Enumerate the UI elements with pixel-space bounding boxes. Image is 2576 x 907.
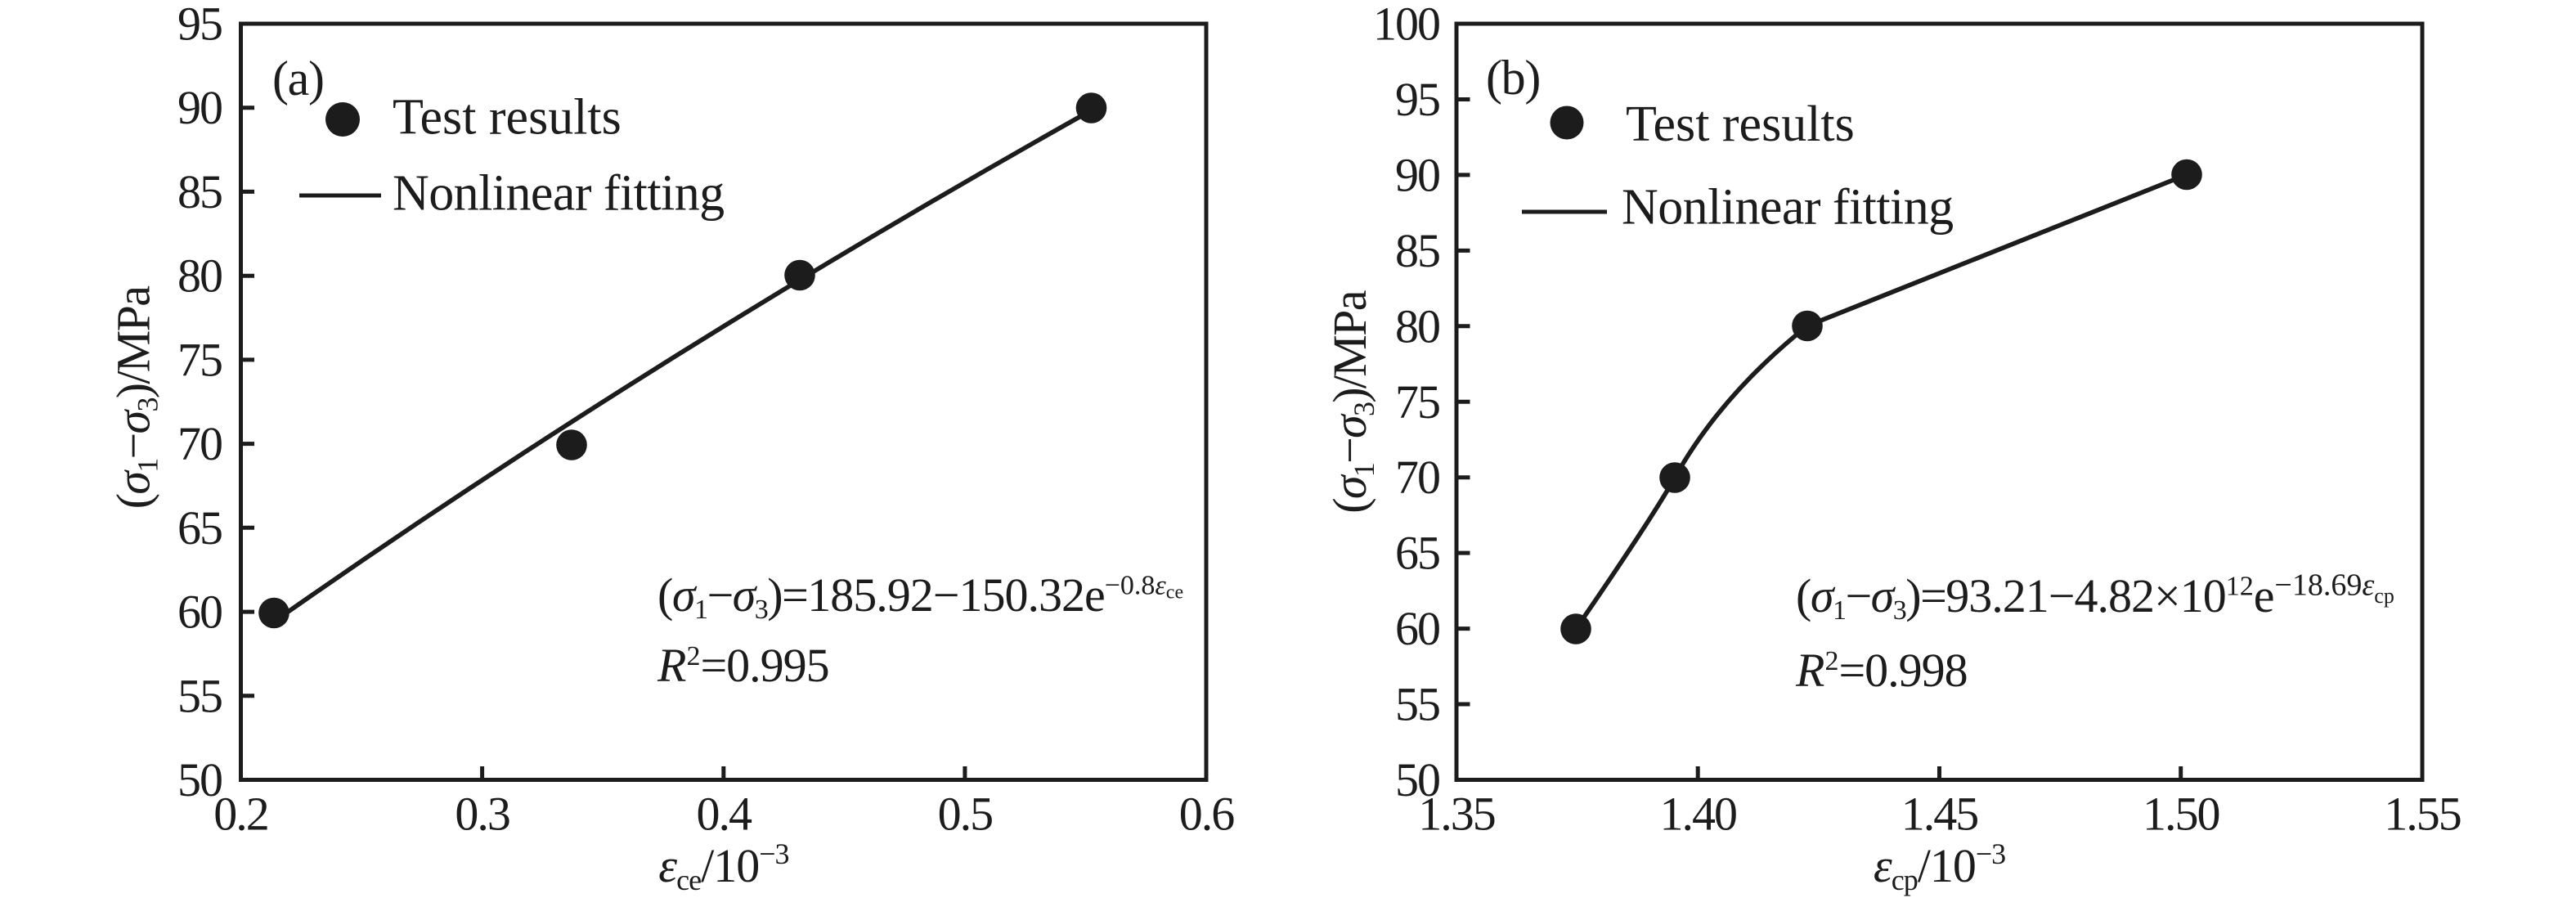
svg-text:εce/10−3: εce/10−3 [658,837,788,896]
svg-text:Nonlinear fitting: Nonlinear fitting [393,165,725,221]
svg-text:12: 12 [2226,572,2254,602]
svg-text:εcp/10−3: εcp/10−3 [1874,837,2005,896]
svg-text:(σ1−σ3)/MPa: (σ1−σ3)/MPa [1323,290,1380,514]
svg-text:0.4: 0.4 [697,788,753,841]
svg-text:R2=0.995: R2=0.995 [657,639,829,692]
svg-text:70: 70 [177,417,222,470]
svg-text:ce: ce [1166,582,1183,604]
svg-text:1.55: 1.55 [2384,788,2461,841]
svg-text:85: 85 [1395,224,1439,277]
svg-text:65: 65 [177,501,222,555]
svg-text:95: 95 [177,0,222,51]
svg-text:−0.8ε: −0.8ε [1105,571,1167,601]
svg-text:85: 85 [177,165,222,218]
svg-text:(b): (b) [1486,51,1540,105]
svg-text:75: 75 [1395,375,1439,429]
svg-text:90: 90 [177,81,222,134]
svg-text:0.5: 0.5 [938,788,993,841]
svg-text:(a): (a) [272,52,324,106]
svg-text:80: 80 [177,249,222,303]
svg-text:(σ1−σ3)=: (σ1−σ3)= [657,568,807,625]
svg-text:e: e [2254,569,2275,622]
svg-text:−18.69ε: −18.69ε [2274,568,2374,603]
svg-text:0.2: 0.2 [213,788,268,841]
svg-text:60: 60 [177,586,222,639]
svg-text:80: 80 [1395,299,1439,352]
svg-text:0.6: 0.6 [1179,788,1235,841]
svg-text:93.21−4.82×10: 93.21−4.82×10 [1945,569,2225,622]
svg-text:70: 70 [1395,451,1439,504]
svg-text:cp: cp [2374,584,2394,608]
svg-text:50: 50 [1395,753,1439,806]
svg-text:1.35: 1.35 [1418,788,1495,841]
svg-text:1.50: 1.50 [2143,788,2219,841]
svg-text:Test results: Test results [1626,97,1855,152]
svg-text:75: 75 [177,333,222,386]
svg-text:100: 100 [1373,0,1439,51]
svg-text:55: 55 [1395,678,1439,731]
svg-text:65: 65 [1395,527,1439,580]
svg-text:Nonlinear fitting: Nonlinear fitting [1622,180,1954,236]
svg-text:(σ1−σ3)=: (σ1−σ3)= [1796,569,1945,626]
svg-text:(σ1−σ3)/MPa: (σ1−σ3)/MPa [107,286,164,510]
svg-text:50: 50 [177,753,222,806]
svg-text:R2=0.998: R2=0.998 [1795,644,1968,697]
svg-text:Test results: Test results [393,90,622,146]
svg-text:60: 60 [1395,602,1439,655]
svg-text:90: 90 [1395,148,1439,201]
svg-text:95: 95 [1395,73,1439,126]
svg-text:1.45: 1.45 [1901,788,1978,841]
svg-text:55: 55 [177,669,222,722]
svg-text:0.3: 0.3 [455,788,509,841]
svg-text:1.40: 1.40 [1659,788,1736,841]
svg-text:185.92−150.32e: 185.92−150.32e [807,568,1104,622]
